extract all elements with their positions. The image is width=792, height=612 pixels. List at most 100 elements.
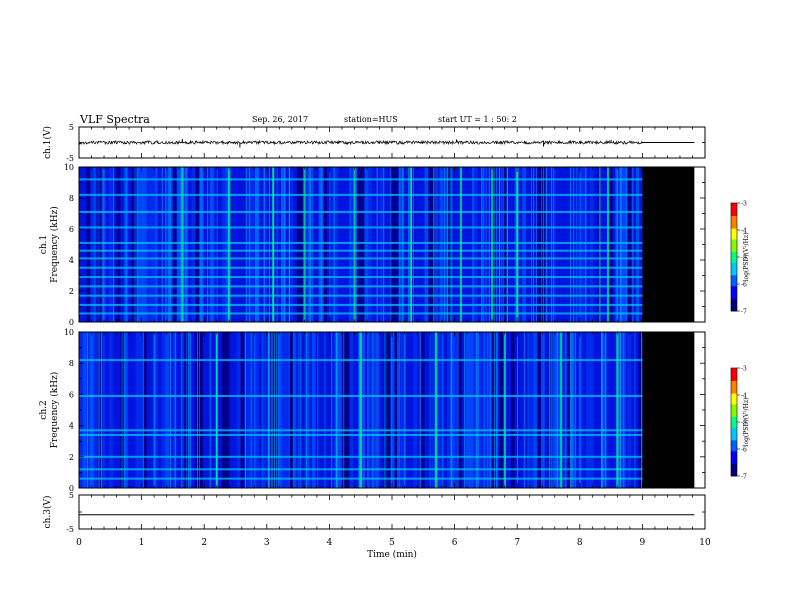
spectrogram-column bbox=[97, 167, 102, 322]
impulse-stripe bbox=[288, 167, 290, 322]
colorbar-segment bbox=[731, 456, 737, 459]
colorbar-segment bbox=[731, 219, 737, 222]
spectrogram-column bbox=[597, 332, 602, 488]
colorbar-segment bbox=[731, 206, 737, 209]
impulse-stripe bbox=[289, 167, 290, 322]
spectrogram-column bbox=[469, 167, 474, 322]
impulse-stripe bbox=[376, 332, 378, 488]
impulse-stripe bbox=[161, 167, 163, 322]
impulse-stripe bbox=[543, 332, 545, 488]
spectrogram-column bbox=[232, 167, 238, 322]
spectrogram-column bbox=[274, 167, 279, 322]
burst-stripe bbox=[434, 332, 438, 488]
colorbar-segment bbox=[731, 391, 737, 394]
impulse-stripe bbox=[255, 167, 257, 322]
impulse-stripe bbox=[398, 332, 400, 488]
impulse-stripe bbox=[571, 332, 573, 488]
spectrogram-column bbox=[124, 332, 129, 488]
y-tick-label: 0 bbox=[69, 484, 74, 493]
date-label: Sep. 26, 2017 bbox=[252, 115, 308, 124]
colorbar-segment bbox=[731, 458, 737, 461]
impulse-stripe bbox=[376, 167, 378, 322]
spectrogram-column bbox=[567, 332, 572, 488]
impulse-stripe bbox=[383, 167, 385, 322]
impulse-stripe bbox=[641, 332, 643, 488]
impulse-stripe bbox=[294, 332, 296, 488]
ch1-waveform bbox=[78, 138, 695, 148]
colorbar-segment bbox=[731, 425, 737, 428]
colorbar-segment bbox=[731, 231, 737, 234]
impulse-stripe bbox=[620, 167, 622, 322]
spectrogram-column bbox=[619, 332, 624, 488]
x-ticks bbox=[78, 332, 706, 488]
y-tick-label: 8 bbox=[69, 194, 74, 203]
colorbar-tick-label: -4 bbox=[741, 393, 747, 400]
colorbar-segment bbox=[731, 377, 737, 380]
colorbar-segment bbox=[731, 305, 737, 308]
impulse-stripe bbox=[503, 167, 505, 322]
spectrogram-column bbox=[435, 167, 440, 322]
spectrogram-column bbox=[439, 332, 444, 488]
spectrogram-column bbox=[356, 167, 361, 322]
colorbar-segment bbox=[731, 262, 737, 265]
spectrogram-column bbox=[255, 332, 260, 488]
impulse-stripe bbox=[399, 167, 401, 322]
spectrogram-column bbox=[150, 167, 155, 322]
spectrogram-column bbox=[285, 167, 290, 322]
spectrogram-column bbox=[105, 167, 110, 322]
impulse-stripe bbox=[579, 167, 581, 322]
colorbar-segment bbox=[731, 427, 737, 430]
impulse-stripe bbox=[87, 332, 89, 488]
impulse-stripe bbox=[343, 332, 345, 488]
colorbar-segment bbox=[731, 260, 737, 263]
impulse-stripe bbox=[306, 332, 307, 488]
impulse-stripe bbox=[447, 167, 449, 322]
impulse-stripe bbox=[533, 167, 535, 322]
colorbar-segment bbox=[731, 224, 737, 227]
impulse-stripe bbox=[174, 332, 176, 488]
spectrogram-column bbox=[454, 332, 459, 488]
spectrogram-column bbox=[623, 332, 628, 488]
impulse-stripe bbox=[605, 332, 607, 488]
colorbar-segment bbox=[731, 309, 737, 312]
colorbar-tick-label: -3 bbox=[741, 366, 747, 373]
impulse-stripe bbox=[199, 332, 201, 488]
spectrogram-column bbox=[420, 167, 425, 322]
spectrogram-column bbox=[375, 167, 380, 322]
ch1-spectrogram-ylabel: ch.1 bbox=[39, 235, 49, 254]
spectrogram-column bbox=[379, 167, 384, 322]
no-data-region bbox=[642, 332, 695, 488]
spectrogram-column bbox=[263, 332, 268, 488]
spectrogram-column bbox=[326, 167, 331, 322]
impulse-stripe bbox=[632, 167, 634, 322]
impulse-stripe bbox=[318, 167, 320, 322]
colorbar-segment bbox=[731, 249, 737, 252]
y-tick-label: 6 bbox=[69, 390, 74, 399]
spectrogram-column bbox=[477, 167, 482, 322]
y-tick-label: 5 bbox=[69, 491, 74, 500]
colorbar-segment bbox=[731, 233, 737, 236]
impulse-stripe bbox=[278, 332, 280, 488]
spectrogram-column bbox=[405, 167, 410, 322]
impulse-stripe bbox=[336, 332, 338, 488]
burst-stripe bbox=[272, 167, 275, 322]
spectrogram-column bbox=[105, 332, 110, 488]
station-label: station=HUS bbox=[344, 115, 398, 124]
y-tick-label: 8 bbox=[69, 359, 74, 368]
spectrogram-column bbox=[285, 332, 290, 488]
colorbar-segment bbox=[731, 414, 737, 417]
colorbar-segment bbox=[731, 382, 737, 385]
colorbar-segment bbox=[731, 278, 737, 281]
impulse-stripe bbox=[210, 167, 212, 322]
colorbar-segment bbox=[731, 400, 737, 403]
colorbar-segment bbox=[731, 285, 737, 288]
burst-stripe bbox=[560, 332, 563, 488]
colorbar-segment bbox=[731, 436, 737, 439]
colorbar-segment bbox=[731, 447, 737, 450]
spectrogram-column bbox=[495, 332, 500, 488]
burst-stripe bbox=[181, 167, 184, 322]
impulse-stripe bbox=[624, 332, 626, 488]
x-ticks bbox=[78, 127, 706, 158]
impulse-stripe bbox=[197, 332, 199, 488]
spectrogram-column bbox=[589, 332, 594, 488]
